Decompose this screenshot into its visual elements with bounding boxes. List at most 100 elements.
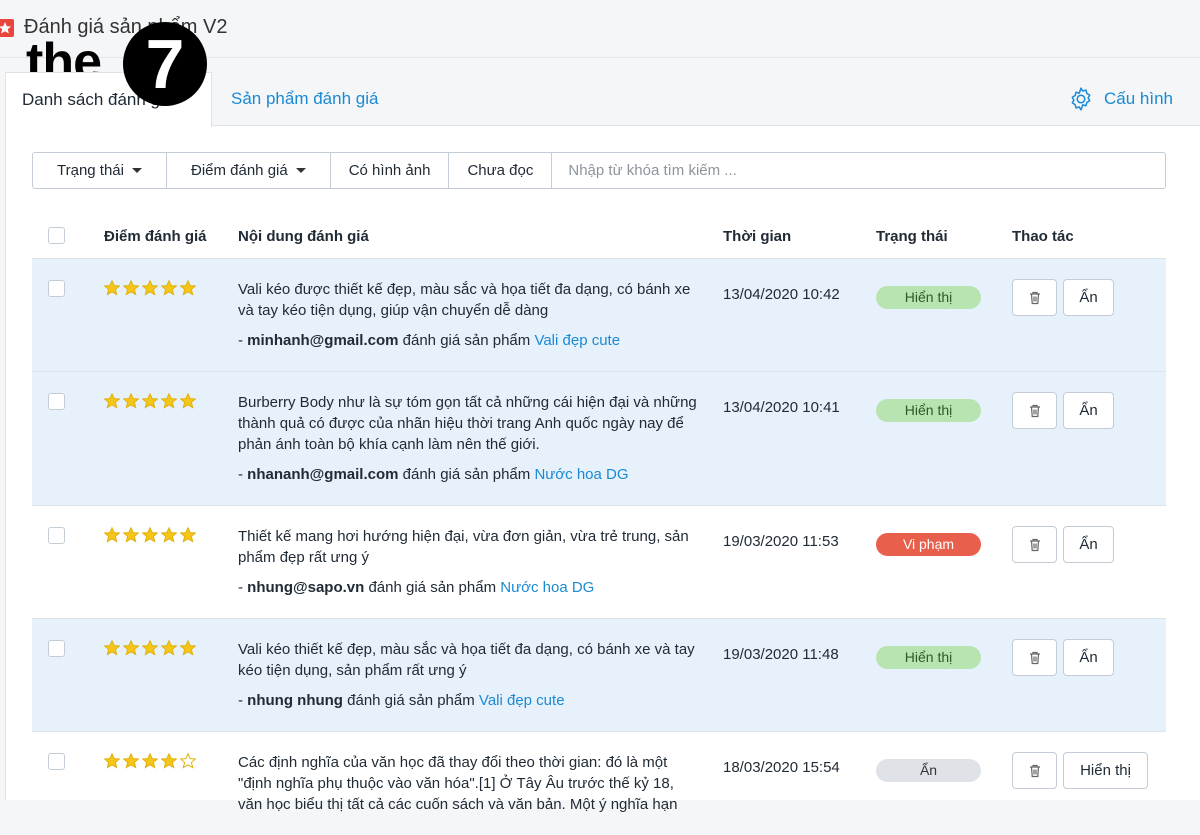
review-time: 18/03/2020 15:54 (723, 759, 840, 776)
filter-label: Chưa đọc (467, 162, 534, 179)
rating-stars (104, 753, 196, 769)
filter-label: Trạng thái (57, 162, 124, 179)
review-row: Burberry Body như là sự tóm gọn tất cả n… (32, 371, 1166, 505)
logo-badge: 7 (123, 22, 207, 106)
rating-stars (104, 640, 196, 656)
review-time: 13/04/2020 10:41 (723, 399, 840, 416)
star (123, 753, 139, 769)
column-header: Thao tác (1012, 228, 1074, 245)
column-header: Trạng thái (876, 228, 948, 245)
toggle-button[interactable]: Ẩn (1063, 639, 1114, 676)
status-badge: Hiển thị (876, 286, 981, 309)
author: nhananh@gmail.com (247, 466, 399, 483)
review-content: Thiết kế mang hơi hướng hiện đại, vừa đơ… (238, 526, 700, 598)
product-link[interactable]: Vali đẹp cute (478, 692, 565, 709)
filter-button[interactable]: Trạng thái (33, 153, 167, 188)
review-content: Burberry Body như là sự tóm gọn tất cả n… (238, 392, 700, 485)
caret (295, 168, 306, 173)
review-row: Thiết kế mang hơi hướng hiện đại, vừa đơ… (32, 505, 1166, 618)
trash-icon (1029, 538, 1040, 552)
star (180, 640, 196, 656)
star (180, 280, 196, 296)
checkbox[interactable] (48, 753, 65, 770)
filter-button[interactable]: Có hình ảnh (331, 153, 450, 188)
star (161, 393, 177, 409)
star (180, 753, 196, 769)
trash-icon (1029, 404, 1040, 418)
status-badge: Hiển thị (876, 646, 981, 669)
status-badge: Vi phạm (876, 533, 981, 556)
action-text: đánh giá sản phẩm (402, 332, 531, 349)
star (123, 640, 139, 656)
review-content: Vali kéo được thiết kế đẹp, màu sắc và h… (238, 279, 700, 351)
star (161, 280, 177, 296)
review-author-line: - minhanh@gmail.com đánh giá sản phẩm Va… (238, 332, 621, 349)
filter-button[interactable]: Điểm đánh giá (167, 153, 331, 188)
trash-icon (1029, 291, 1040, 305)
review-text: Vali kéo được thiết kế đẹp, màu sắc và h… (238, 281, 691, 319)
star (142, 393, 158, 409)
review-content: Vali kéo thiết kế đẹp, màu sắc và họa ti… (238, 639, 700, 711)
toggle-button[interactable]: Ẩn (1063, 392, 1114, 429)
review-time: 19/03/2020 11:53 (723, 533, 839, 550)
delete-button[interactable] (1012, 639, 1057, 676)
review-text: Burberry Body như là sự tóm gọn tất cả n… (238, 394, 697, 453)
product-link[interactable]: Nước hoa DG (500, 579, 595, 596)
review-text: Thiết kế mang hơi hướng hiện đại, vừa đơ… (238, 528, 689, 566)
author: nhung@sapo.vn (247, 579, 365, 596)
star (161, 640, 177, 656)
author: nhung nhung (247, 692, 343, 709)
toggle-button[interactable]: Ẩn (1063, 279, 1114, 316)
filter-label: Có hình ảnh (348, 162, 431, 179)
filter-button[interactable]: Chưa đọc (449, 153, 553, 188)
checkbox[interactable] (48, 393, 65, 410)
gear-icon (1071, 87, 1091, 111)
product-link[interactable]: Nước hoa DG (534, 466, 629, 483)
star (142, 280, 158, 296)
review-author-line: - nhung nhung đánh giá sản phẩm Vali đẹp… (238, 692, 565, 709)
checkbox[interactable] (48, 640, 65, 657)
review-time: 19/03/2020 11:48 (723, 646, 839, 663)
action-text: đánh giá sản phẩm (402, 466, 531, 483)
review-author-line: - nhung@sapo.vn đánh giá sản phẩm Nước h… (238, 579, 595, 596)
rating-stars (104, 280, 196, 296)
review-content: Các định nghĩa của văn học đã thay đổi t… (238, 752, 700, 815)
settings-link[interactable]: Cấu hình (1068, 86, 1173, 112)
table-header: Điểm đánh giá Nội dung đánh giá Thời gian T… (32, 222, 1166, 258)
checkbox[interactable] (48, 527, 65, 544)
star (180, 527, 196, 543)
filter-label: Điểm đánh giá (190, 162, 288, 179)
column-header: Thời gian (723, 228, 792, 245)
rating-stars (104, 393, 196, 409)
rating-stars (104, 527, 196, 543)
delete-button[interactable] (1012, 526, 1057, 563)
search-input[interactable]: Nhập từ khóa tìm kiếm ... (568, 162, 737, 179)
caret (131, 168, 142, 173)
action-text: đánh giá sản phẩm (347, 692, 475, 709)
filter-bar: Trạng thái Điểm đánh giá Có hình ảnh Chưa đ… (32, 152, 1166, 189)
star (142, 753, 158, 769)
product-link[interactable]: Vali đẹp cute (534, 332, 621, 349)
tab[interactable]: Sản phẩm đánh giá (231, 89, 379, 108)
delete-button[interactable] (1012, 392, 1057, 429)
star (180, 393, 196, 409)
author: minhanh@gmail.com (247, 332, 399, 349)
checkbox[interactable] (48, 227, 65, 244)
delete-button[interactable] (1012, 752, 1057, 789)
column-header: Nội dung đánh giá (238, 228, 369, 245)
trash-icon (1029, 764, 1040, 778)
review-row: Vali kéo được thiết kế đẹp, màu sắc và h… (32, 258, 1166, 371)
star (104, 527, 120, 543)
star (104, 640, 120, 656)
action-text: đánh giá sản phẩm (368, 579, 497, 596)
star (123, 393, 139, 409)
review-time: 13/04/2020 10:42 (723, 286, 840, 303)
toggle-button[interactable]: Hiển thị (1063, 752, 1148, 789)
status-badge: Ẩn (876, 759, 981, 782)
star (161, 753, 177, 769)
delete-button[interactable] (1012, 279, 1057, 316)
toggle-button[interactable]: Ẩn (1063, 526, 1114, 563)
checkbox[interactable] (48, 280, 65, 297)
star (142, 640, 158, 656)
review-text: Các định nghĩa của văn học đã thay đổi t… (238, 754, 678, 813)
